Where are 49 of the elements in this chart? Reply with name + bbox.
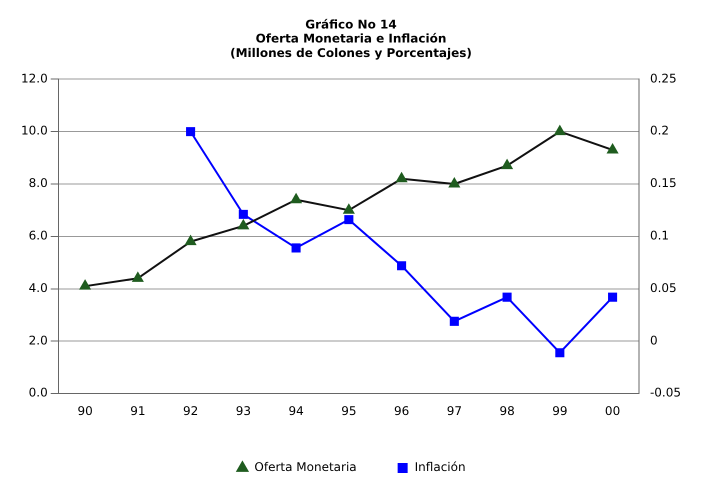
point: [344, 215, 354, 224]
y-tick-label: 10.0: [21, 124, 48, 138]
x-tick-label: 92: [182, 404, 198, 418]
x-tick-label: 90: [77, 404, 93, 418]
point: [502, 160, 512, 170]
point: [344, 204, 354, 214]
point: [450, 316, 459, 326]
y2-tick-label: -0.05: [650, 386, 682, 400]
x-tick-label: 91: [130, 404, 146, 418]
point: [502, 292, 512, 302]
y-tick-label: 8.0: [28, 176, 48, 190]
x-tick-label: 95: [341, 404, 356, 418]
point: [290, 194, 302, 204]
point: [397, 261, 406, 270]
point: [238, 210, 248, 219]
point: [396, 172, 407, 182]
point: [80, 280, 90, 290]
chart-title: Gráfico No 14: [305, 17, 397, 32]
point: [292, 243, 301, 252]
point: [555, 348, 564, 358]
y2-tick-label: 0.1: [650, 228, 670, 243]
point: [608, 292, 618, 302]
y2-tick-label: 0: [650, 333, 658, 348]
x-tick-label: 98: [499, 404, 515, 418]
y-tick-label: 12.0: [21, 71, 48, 86]
x-tick-label: 99: [552, 404, 568, 418]
y-tick-label: 4.0: [28, 280, 48, 295]
chart-subtitle: Oferta Monetaria e Inflación (Millones de Colones y Porcentajes): [230, 32, 472, 60]
x-tick-label: 96: [394, 404, 410, 418]
y-tick-label: 2.0: [28, 333, 48, 348]
y2-tick-label: 0.15: [650, 176, 677, 190]
point: [554, 126, 566, 136]
y2-tick-label: 0.05: [650, 280, 677, 295]
y2-tick-label: 0.25: [650, 71, 677, 86]
point: [185, 236, 196, 246]
point: [132, 272, 144, 282]
y2-tick-label: 0.2: [650, 124, 670, 138]
x-tick-label: 97: [446, 404, 462, 418]
x-tick-label: 94: [288, 404, 304, 418]
point: [607, 144, 618, 154]
point: [186, 127, 196, 136]
x-tick-label: 00: [604, 404, 620, 418]
point: [238, 220, 249, 230]
x-tick-label: 93: [236, 404, 251, 418]
legend-label: Oferta Monetaria: [254, 460, 357, 474]
point: [449, 178, 460, 188]
y-tick-label: 6.0: [28, 228, 48, 243]
y-tick-label: 0.0: [28, 386, 48, 400]
legend-label: Inflación: [414, 460, 466, 474]
